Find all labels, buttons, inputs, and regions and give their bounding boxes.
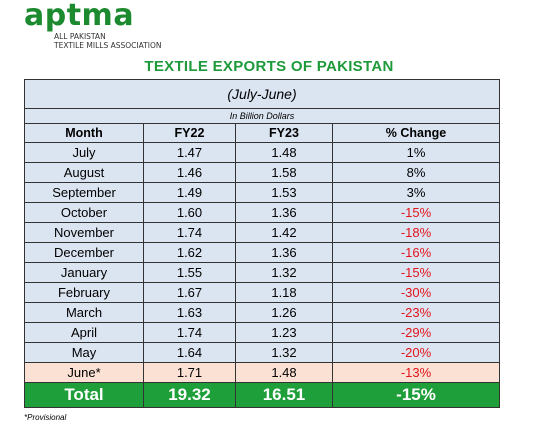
fy23-cell: 1.32 [235, 262, 333, 283]
table-row: March 1.63 1.26 -23% [24, 302, 500, 323]
change-cell: -15% [332, 202, 500, 223]
change-cell: -13% [332, 362, 500, 383]
fy22-cell: 1.64 [143, 342, 236, 363]
exports-table: (July-June) In Billion Dollars Month FY2… [24, 79, 500, 408]
change-cell: -23% [332, 302, 500, 323]
fy23-cell: 1.36 [235, 242, 333, 263]
month-cell: November [24, 222, 144, 243]
month-cell: September [24, 182, 144, 203]
column-header-month: Month [24, 123, 144, 143]
unit-label: In Billion Dollars [24, 108, 500, 124]
page-title: TEXTILE EXPORTS OF PAKISTAN [144, 58, 394, 75]
logo-subline-1: ALL PAKISTAN [54, 32, 106, 41]
fy22-cell: 1.71 [143, 362, 236, 383]
fy23-cell: 1.48 [235, 362, 333, 383]
fy23-cell: 1.42 [235, 222, 333, 243]
table-row: February 1.67 1.18 -30% [24, 282, 500, 303]
total-fy22: 19.32 [143, 382, 236, 408]
month-cell: December [24, 242, 144, 263]
period-label: (July-June) [24, 79, 500, 109]
column-header-fy23: FY23 [235, 123, 333, 143]
total-row: Total 19.32 16.51 -15% [24, 382, 500, 408]
change-cell: -30% [332, 282, 500, 303]
fy22-cell: 1.55 [143, 262, 236, 283]
fy22-cell: 1.63 [143, 302, 236, 323]
table-row: December 1.62 1.36 -16% [24, 242, 500, 263]
logo-subline-2: TEXTILE MILLS ASSOCIATION [54, 41, 162, 50]
month-cell: January [24, 262, 144, 283]
column-header-change: % Change [332, 123, 500, 143]
fy23-cell: 1.48 [235, 142, 333, 163]
header-row: Month FY22 FY23 % Change [24, 123, 500, 143]
change-cell: 8% [332, 162, 500, 183]
total-label: Total [24, 382, 144, 408]
change-cell: -15% [332, 262, 500, 283]
fy22-cell: 1.74 [143, 322, 236, 343]
month-cell: April [24, 322, 144, 343]
provisional-footnote: *Provisional [24, 413, 67, 422]
period-row: (July-June) [24, 79, 500, 109]
table-row: April 1.74 1.23 -29% [24, 322, 500, 343]
change-cell: -20% [332, 342, 500, 363]
table-row: October 1.60 1.36 -15% [24, 202, 500, 223]
table-row: July 1.47 1.48 1% [24, 142, 500, 163]
month-cell: August [24, 162, 144, 183]
unit-row: In Billion Dollars [24, 108, 500, 124]
month-cell: July [24, 142, 144, 163]
month-cell: February [24, 282, 144, 303]
fy23-cell: 1.58 [235, 162, 333, 183]
change-cell: -18% [332, 222, 500, 243]
table-row: August 1.46 1.58 8% [24, 162, 500, 183]
table-row: November 1.74 1.42 -18% [24, 222, 500, 243]
fy23-cell: 1.53 [235, 182, 333, 203]
month-cell: October [24, 202, 144, 223]
fy23-cell: 1.26 [235, 302, 333, 323]
fy23-cell: 1.23 [235, 322, 333, 343]
logo-wordmark: aptma [24, 0, 135, 33]
fy23-cell: 1.32 [235, 342, 333, 363]
change-cell: 1% [332, 142, 500, 163]
aptma-logo: aptma ALL PAKISTAN TEXTILE MILLS ASSOCIA… [24, 0, 184, 52]
total-fy23: 16.51 [235, 382, 333, 408]
table-row: January 1.55 1.32 -15% [24, 262, 500, 283]
month-cell: May [24, 342, 144, 363]
fy23-cell: 1.36 [235, 202, 333, 223]
column-header-fy22: FY22 [143, 123, 236, 143]
fy22-cell: 1.62 [143, 242, 236, 263]
fy22-cell: 1.67 [143, 282, 236, 303]
fy22-cell: 1.60 [143, 202, 236, 223]
fy23-cell: 1.18 [235, 282, 333, 303]
month-cell: June* [24, 362, 144, 383]
total-change: -15% [332, 382, 500, 408]
change-cell: -16% [332, 242, 500, 263]
fy22-cell: 1.49 [143, 182, 236, 203]
change-cell: -29% [332, 322, 500, 343]
table-row: September 1.49 1.53 3% [24, 182, 500, 203]
table-row-provisional: June* 1.71 1.48 -13% [24, 362, 500, 383]
fy22-cell: 1.74 [143, 222, 236, 243]
fy22-cell: 1.46 [143, 162, 236, 183]
change-cell: 3% [332, 182, 500, 203]
fy22-cell: 1.47 [143, 142, 236, 163]
table-row: May 1.64 1.32 -20% [24, 342, 500, 363]
month-cell: March [24, 302, 144, 323]
